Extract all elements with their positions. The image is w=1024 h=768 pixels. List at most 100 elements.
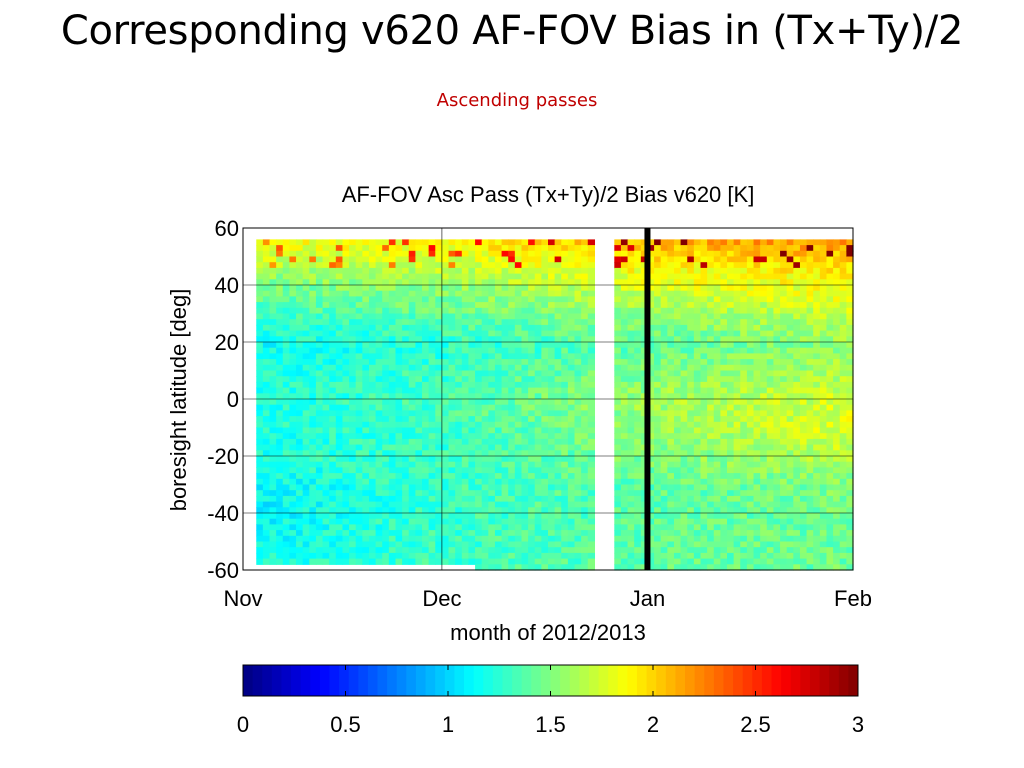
heatmap-cell (262, 370, 271, 377)
heatmap-cell (561, 530, 569, 537)
heatmap-cell (382, 490, 390, 497)
heatmap-cell (335, 456, 344, 463)
heatmap-cell (368, 450, 377, 457)
heatmap-cell (746, 302, 755, 309)
heatmap-cell (640, 393, 649, 400)
heatmap-cell (640, 273, 649, 280)
heatmap-cell (475, 399, 483, 406)
heatmap-cell (534, 433, 542, 440)
heatmap-cell (488, 535, 496, 543)
heatmap-cell (441, 513, 450, 520)
heatmap-cell (654, 364, 662, 372)
heatmap-cell (508, 513, 516, 520)
heatmap-cell (375, 370, 383, 377)
heatmap-cell (349, 245, 357, 252)
heatmap-cell (461, 336, 470, 343)
heatmap-cell (494, 353, 503, 360)
heatmap-cell (786, 290, 794, 297)
heatmap-cell (256, 267, 264, 275)
heatmap-cell (673, 330, 682, 337)
heatmap-cell (660, 473, 668, 480)
heatmap-cell (528, 302, 536, 309)
heatmap-cell (428, 330, 436, 337)
heatmap-cell (481, 518, 489, 525)
heatmap-cell (614, 513, 622, 520)
heatmap-cell (541, 404, 549, 411)
heatmap-cell (799, 507, 808, 514)
heatmap-cell (660, 256, 668, 263)
heatmap-cell (494, 239, 503, 246)
heatmap-cell (839, 552, 847, 560)
heatmap-cell (375, 319, 383, 326)
heatmap-cell (309, 467, 317, 474)
heatmap-cell (508, 564, 516, 571)
heatmap-cell (408, 490, 416, 497)
heatmap-cell (713, 456, 721, 463)
heatmap-cell (475, 490, 483, 497)
heatmap-cell (402, 256, 410, 263)
heatmap-cell (813, 564, 821, 571)
heatmap-cell (640, 501, 649, 508)
heatmap-cell (349, 484, 357, 491)
heatmap-cell (402, 438, 410, 446)
heatmap-cell (349, 370, 357, 377)
heatmap-cell (720, 307, 728, 315)
heatmap-cell (488, 364, 496, 372)
heatmap-cell (826, 307, 834, 315)
heatmap-cell (329, 552, 337, 560)
heatmap-cell (713, 518, 721, 525)
heatmap-cell (620, 381, 629, 389)
heatmap-cell (428, 279, 436, 286)
heatmap-cell (368, 376, 377, 383)
heatmap-cell (554, 495, 562, 503)
heatmap-cell (276, 245, 284, 252)
heatmap-cell (687, 490, 695, 497)
heatmap-cell (256, 444, 264, 451)
heatmap-cell (461, 524, 470, 531)
heatmap-cell (561, 273, 569, 280)
heatmap-cell (276, 404, 284, 411)
heatmap-cell (315, 256, 324, 263)
heatmap-cell (740, 393, 748, 400)
heatmap-cell (799, 307, 808, 315)
heatmap-cell (753, 438, 761, 446)
heatmap-cell (488, 342, 496, 349)
heatmap-cell (819, 342, 828, 349)
heatmap-cell (780, 290, 788, 297)
heatmap-cell (269, 336, 277, 343)
heatmap-cell (309, 245, 317, 252)
heatmap-cell (720, 552, 728, 560)
heatmap-cell (713, 513, 721, 520)
heatmap-cell (773, 239, 781, 246)
heatmap-cell (375, 302, 383, 309)
heatmap-cell (587, 239, 596, 246)
heatmap-cell (713, 256, 721, 263)
heatmap-cell (276, 552, 284, 560)
heatmap-cell (534, 524, 542, 531)
heatmap-cell (760, 484, 768, 491)
heatmap-cell (687, 558, 695, 565)
heatmap-cell (468, 513, 476, 520)
heatmap-cell (302, 518, 310, 525)
heatmap-cell (806, 250, 814, 258)
heatmap-cell (561, 342, 569, 349)
heatmap-cell (415, 250, 423, 258)
heatmap-cell (428, 376, 436, 383)
heatmap-cell (368, 279, 377, 286)
heatmap-cell (501, 450, 509, 457)
heatmap-cell (322, 535, 330, 543)
heatmap-cell (388, 245, 397, 252)
heatmap-cell (753, 381, 761, 389)
heatmap-cell (554, 250, 562, 258)
heatmap-cell (673, 387, 682, 394)
heatmap-cell (733, 530, 741, 537)
heatmap-cell (753, 410, 761, 417)
heatmap-cell (574, 518, 582, 525)
heatmap-cell (846, 433, 854, 440)
heatmap-cell (428, 450, 436, 457)
heatmap-cell (289, 478, 297, 486)
heatmap-cell (521, 507, 529, 514)
heatmap-cell (388, 342, 397, 349)
heatmap-cell (720, 245, 728, 252)
heatmap-cell (508, 444, 516, 451)
